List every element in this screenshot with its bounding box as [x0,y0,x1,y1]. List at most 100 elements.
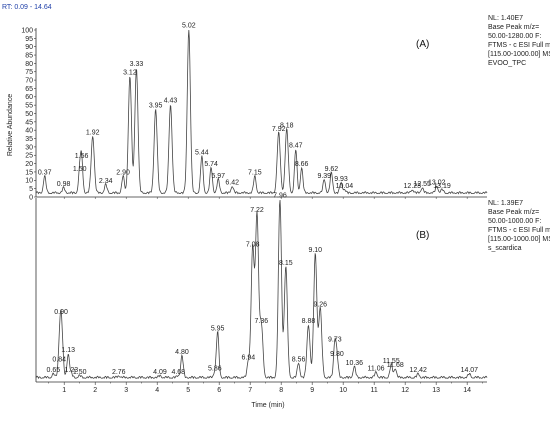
rt-range-label: RT: 0.09 - 14.64 [2,4,52,11]
x-tick-label: 13 [432,387,440,394]
x-tick-label: 9 [310,387,314,394]
peak-label: 7.22 [250,207,264,214]
peak-label: 8.56 [292,356,306,363]
peak-label: 9.93 [334,176,348,183]
info-line: EVOO_TPC [488,60,526,67]
peak-label: 12.42 [409,367,427,374]
peak-label: 11.06 [368,365,385,372]
panel-label: (A) [416,39,429,50]
peak-label: 2.76 [112,369,126,376]
info-line: [115.00-1000.00] MS [488,51,550,58]
peak-label: 4.43 [164,98,178,105]
x-tick-label: 7 [248,387,252,394]
y-tick-label: 0 [29,194,33,201]
info-line: Base Peak m/z= [488,209,539,216]
y-tick-label: 25 [25,153,33,160]
x-tick-label: 12 [401,387,409,394]
info-line: s_scardica [488,245,522,252]
x-tick-label: 11 [371,387,378,394]
peak-label: 9.10 [308,247,322,254]
plot-area: 0510152025303540455055606570758085909510… [21,15,550,394]
peak-label: 10.04 [336,183,354,190]
peak-label: 0.98 [57,181,71,188]
y-tick-label: 20 [25,161,33,168]
peak-label: 9.80 [330,351,344,358]
y-tick-label: 95 [25,36,33,43]
x-tick-label: 3 [124,387,128,394]
peak-label: 8.47 [289,143,303,150]
peak-label: 8.15 [279,260,293,267]
peak-label: 5.95 [211,325,225,332]
peak-label: 13.02 [428,179,446,186]
info-line: FTMS - c ESI Full ms [488,227,550,234]
info-line: 50.00-1280.00 F: [488,33,541,40]
peak-label: 4.09 [153,369,167,376]
peak-label: 0.84 [52,356,66,363]
x-tick-label: 5 [186,387,190,394]
y-tick-label: 30 [25,144,33,151]
y-tick-label: 45 [25,119,33,126]
peak-label: 7.96 [273,193,287,200]
y-tick-label: 75 [25,69,33,76]
peak-label: 3.33 [130,61,144,68]
y-tick-label: 60 [25,94,33,101]
peak-label: 5.02 [182,23,196,30]
peak-label: 4.68 [171,369,185,376]
peak-label: 7.36 [255,318,269,325]
peak-label: 2.90 [116,169,130,176]
x-tick-label: 6 [217,387,221,394]
y-tick-label: 35 [25,136,33,143]
y-tick-label: 70 [25,78,33,85]
x-tick-label: 4 [155,387,159,394]
y-tick-label: 10 [25,178,33,185]
peak-label: 1.50 [73,369,87,376]
peak-label: 0.37 [38,169,52,176]
y-tick-label: 55 [25,103,33,110]
y-tick-label: 40 [25,128,33,135]
y-axis-label: Relative Abundance [7,94,14,156]
peak-label: 0.65 [47,367,61,374]
peak-label: 9.26 [313,302,327,309]
peak-label: 2.34 [99,178,113,185]
peak-label: 6.42 [225,179,239,186]
peak-label: 9.39 [317,173,331,180]
peak-label: 4.80 [175,349,189,356]
chromatogram-trace [35,29,488,195]
peak-label: 12.55 [413,181,431,188]
info-line: Base Peak m/z= [488,24,539,31]
y-tick-label: 65 [25,86,33,93]
peak-label: 1.92 [86,129,100,136]
peak-label: 11.68 [387,362,404,369]
peak-label: 9.62 [325,166,339,173]
info-line: [115.00-1000.00] MS [488,236,550,243]
y-tick-label: 5 [29,186,33,193]
peak-label: 3.95 [149,103,163,110]
y-tick-label: 100 [21,27,33,34]
peak-label: 1.23 [65,367,79,374]
peak-label: 6.94 [242,354,256,361]
y-tick-label: 15 [25,169,33,176]
chromatogram-trace [35,199,488,380]
peak-label: 13.19 [433,183,451,190]
peak-label: 3.12 [123,69,137,76]
x-tick-label: 10 [339,387,347,394]
peak-label: 1.56 [75,153,89,160]
peak-label: 10.36 [346,360,364,367]
peak-label: 5.97 [211,173,225,180]
info-line: 50.00-1000.00 F: [488,218,541,225]
peak-label: 7.08 [246,242,260,249]
x-axis-label: Time (min) [251,402,284,409]
peak-label: 8.88 [302,318,316,325]
panel-label: (B) [416,230,429,241]
info-line: NL: 1.39E7 [488,200,523,207]
y-tick-label: 50 [25,111,33,118]
peak-label: 8.18 [280,123,294,130]
x-tick-label: 8 [279,387,283,394]
y-tick-label: 85 [25,52,33,59]
peak-label: 14.07 [461,367,479,374]
info-line: FTMS - c ESI Full ms [488,42,550,49]
peak-label: 5.44 [195,149,209,156]
y-tick-label: 90 [25,44,33,51]
x-tick-label: 1 [62,387,66,394]
